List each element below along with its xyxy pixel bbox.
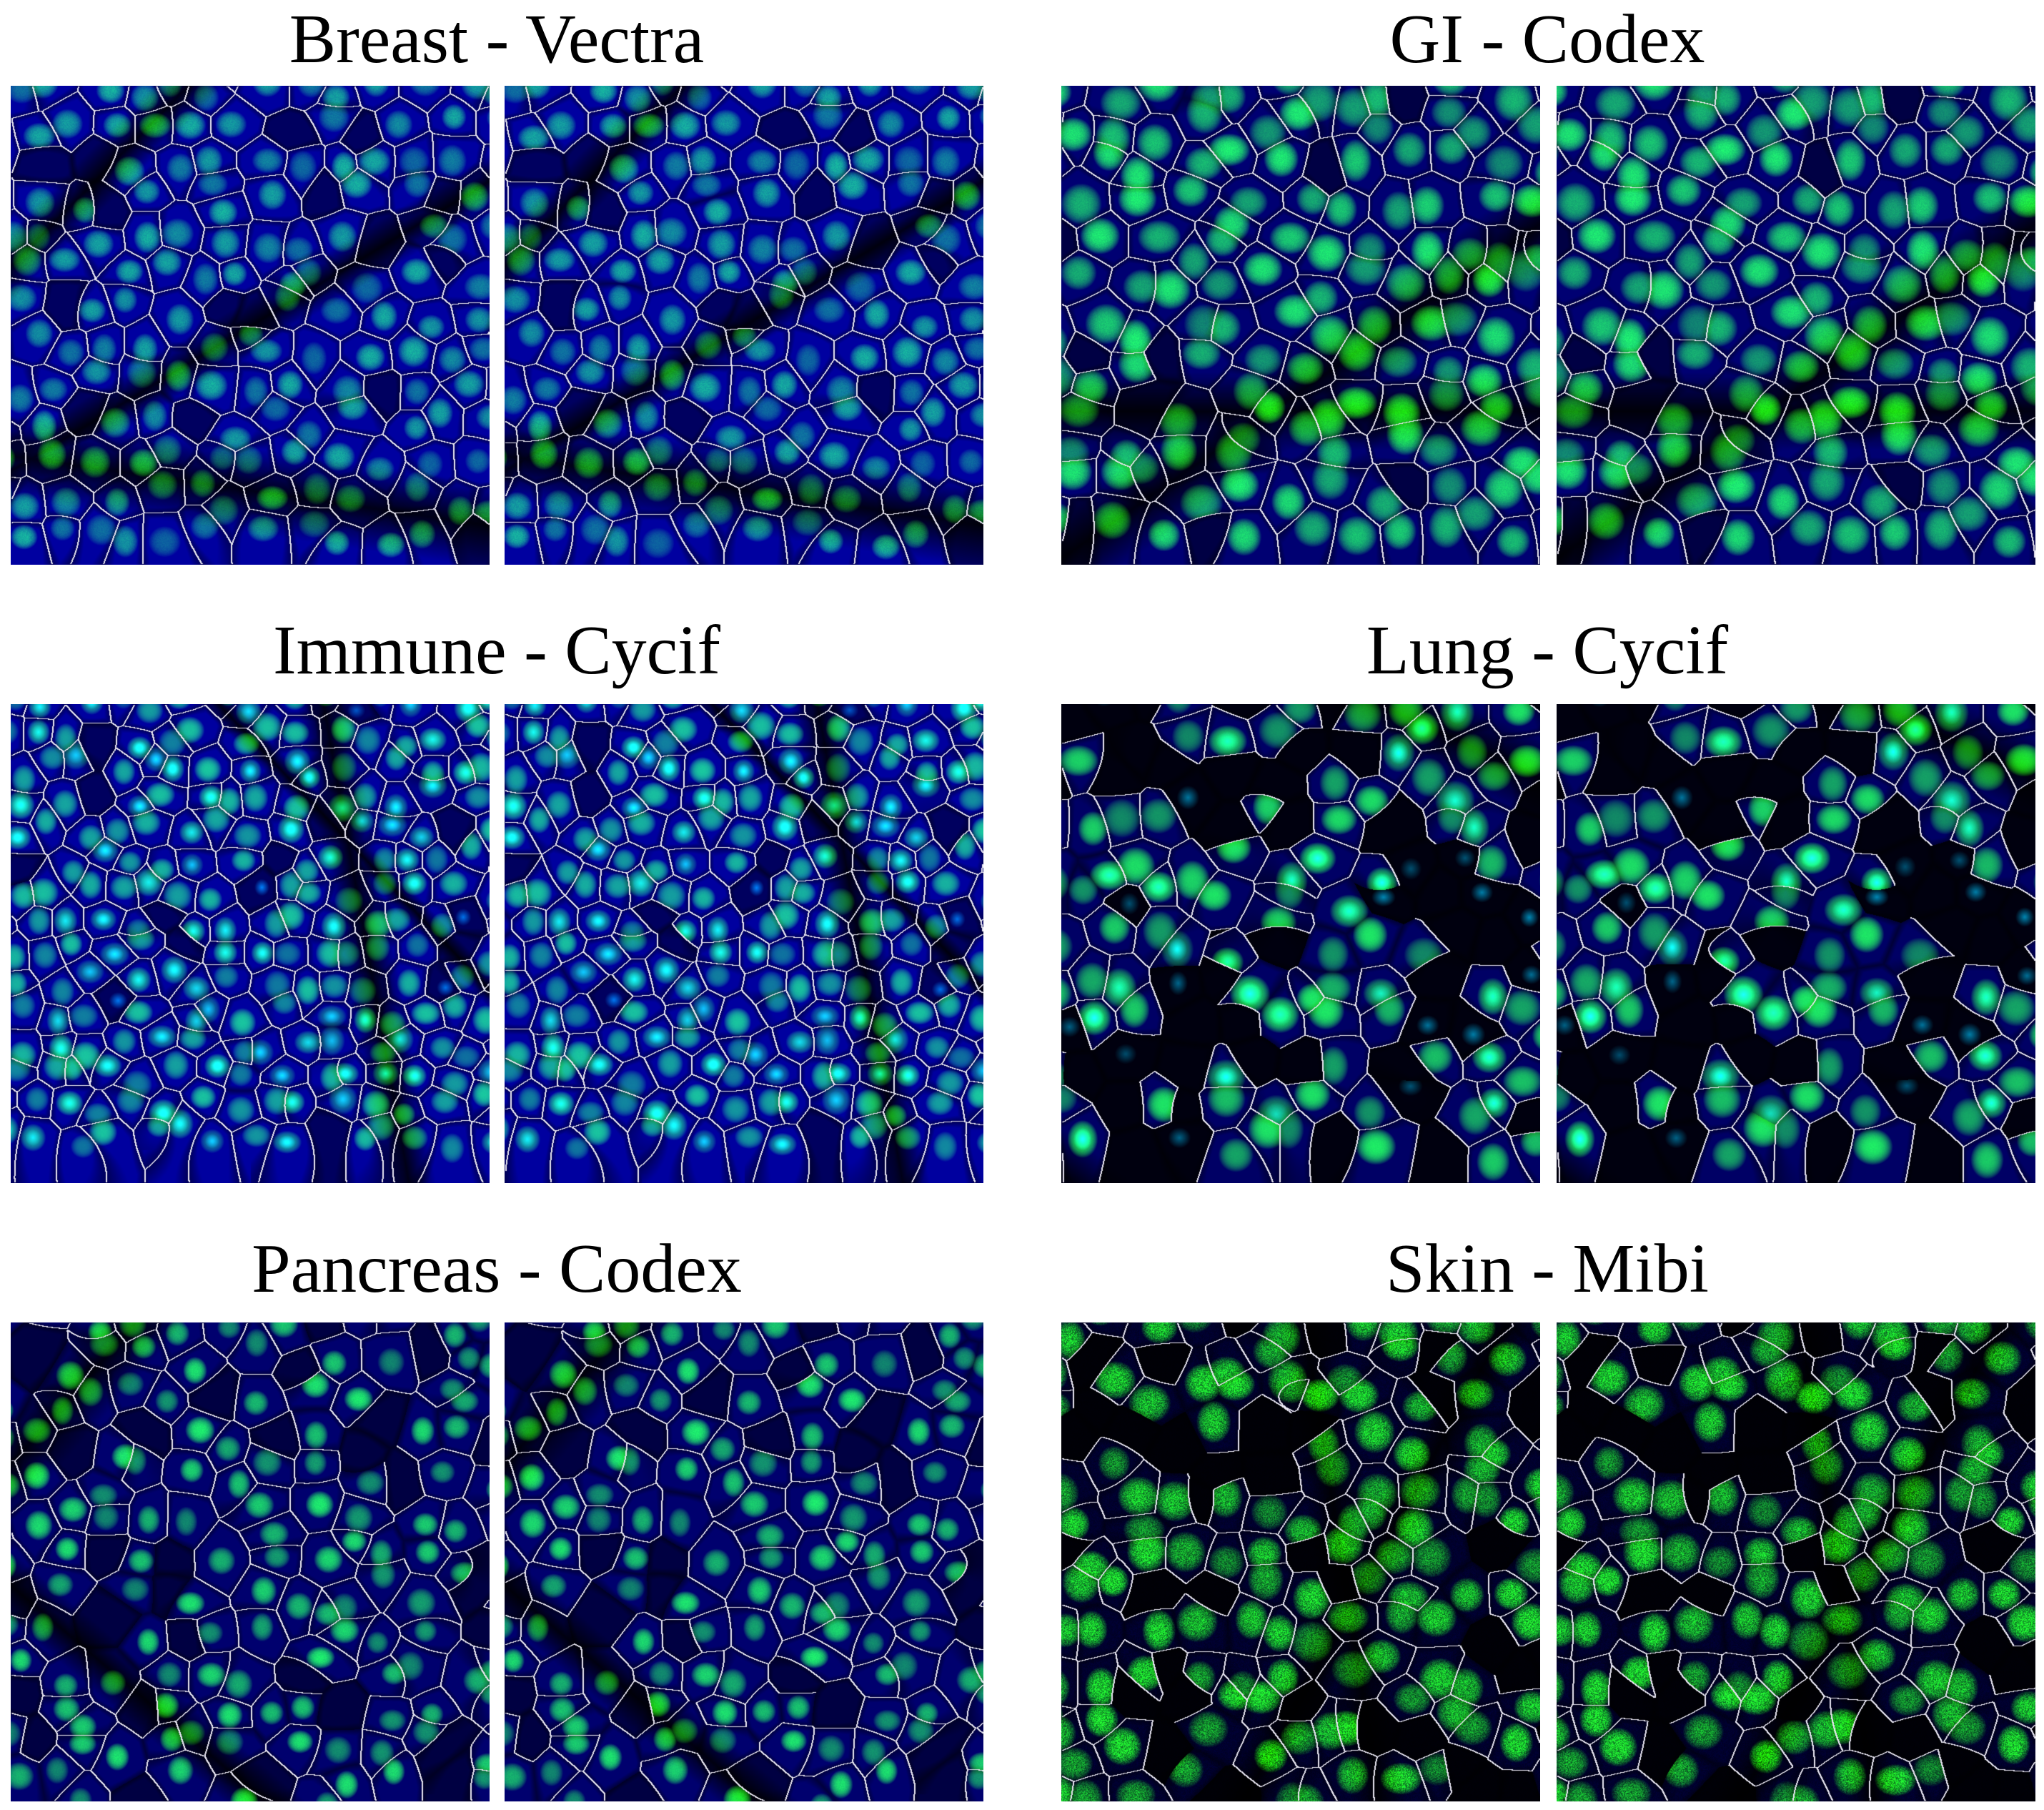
image-skin-mibi-left [1061,1322,1540,1801]
image-breast-vectra-right [505,86,983,565]
image-immune-cycif-right [505,704,983,1183]
segmentation-canvas [505,704,983,1183]
segmentation-canvas [1557,704,2035,1183]
panel-title-lung-cycif: Lung - Cycif [1366,612,1729,689]
segmentation-canvas [1557,1322,2035,1801]
panel-title-gi-codex: GI - Codex [1389,1,1705,78]
segmentation-canvas [1061,704,1540,1183]
image-lung-cycif-left [1061,704,1540,1183]
image-gi-codex-right [1557,86,2035,565]
segmentation-canvas [11,1322,490,1801]
panel-title-skin-mibi: Skin - Mibi [1386,1230,1709,1307]
segmentation-canvas [505,1322,983,1801]
image-gi-codex-left [1061,86,1540,565]
panel-title-pancreas-codex: Pancreas - Codex [252,1230,742,1307]
image-breast-vectra-left [11,86,490,565]
image-pancreas-codex-left [11,1322,490,1801]
panel-title-immune-cycif: Immune - Cycif [273,612,720,689]
segmentation-canvas [505,86,983,565]
image-lung-cycif-right [1557,704,2035,1183]
segmentation-canvas [11,704,490,1183]
image-immune-cycif-left [11,704,490,1183]
segmentation-canvas [1061,1322,1540,1801]
segmentation-canvas [1061,86,1540,565]
segmentation-canvas [11,86,490,565]
panel-title-breast-vectra: Breast - Vectra [289,1,705,78]
image-pancreas-codex-right [505,1322,983,1801]
segmentation-canvas [1557,86,2035,565]
image-skin-mibi-right [1557,1322,2035,1801]
